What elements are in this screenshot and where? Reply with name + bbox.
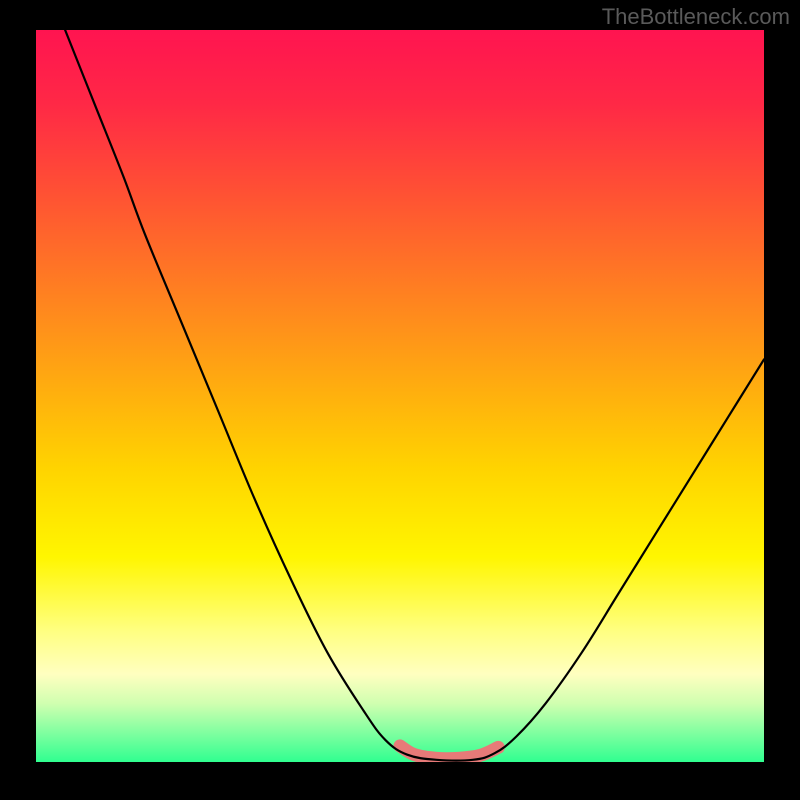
bottleneck-curve [65,30,764,761]
plot-area [36,30,764,762]
watermark-text: TheBottleneck.com [602,4,790,30]
curve-layer [36,30,764,762]
chart-frame: TheBottleneck.com [0,0,800,800]
